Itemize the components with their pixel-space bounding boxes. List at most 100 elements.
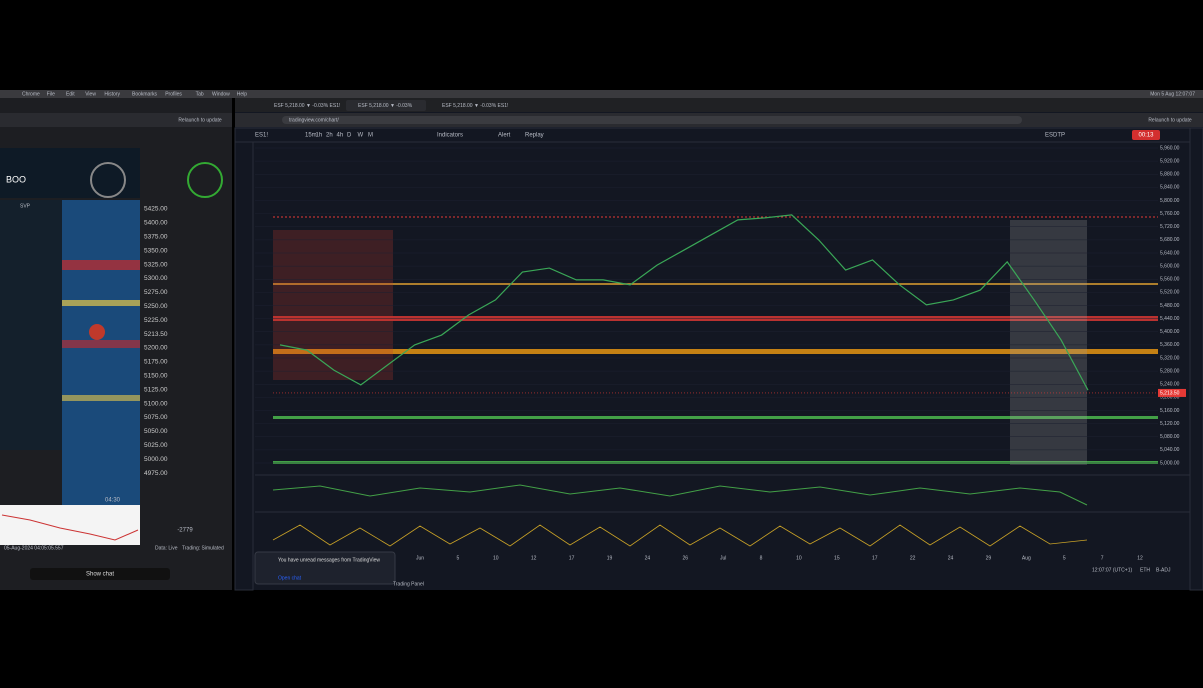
tab-title[interactable]: ESF 5,218.00 ▼ -0.03% ES1! xyxy=(442,103,508,109)
mini-chart-line xyxy=(1,514,139,541)
date-label: 29 xyxy=(986,555,992,561)
menu-item[interactable]: Bookmarks xyxy=(132,91,158,97)
relaunch[interactable]: Relaunch to update xyxy=(1148,117,1192,123)
open-chat[interactable]: Open chat xyxy=(278,575,302,581)
menu-item[interactable]: Tab xyxy=(196,91,204,97)
date-label: Jul xyxy=(720,555,726,561)
date-label: 12 xyxy=(531,555,537,561)
oscillator xyxy=(272,524,1088,547)
last-price-badge xyxy=(1158,388,1186,397)
chart-toolbar xyxy=(234,127,1203,143)
trade-bubble xyxy=(89,324,105,340)
interval[interactable]: W xyxy=(358,133,364,139)
menu-item[interactable]: Window xyxy=(212,91,230,97)
left-relaunch[interactable]: Relaunch to update xyxy=(178,117,222,123)
menu-item[interactable]: Chrome xyxy=(22,91,40,97)
volume-profile xyxy=(273,230,393,380)
tab[interactable] xyxy=(430,100,510,111)
ladder-price: 4975.00 xyxy=(144,470,168,477)
timer-badge[interactable] xyxy=(1132,130,1160,140)
gauge xyxy=(187,162,223,198)
price-axis-label: 5,560.00 xyxy=(1160,277,1180,283)
heatmap-band xyxy=(62,300,140,306)
ladder-price: 5375.00 xyxy=(144,234,168,241)
interval[interactable]: D xyxy=(347,133,352,139)
menu-item[interactable]: View xyxy=(85,91,96,97)
price-axis-label: 5,360.00 xyxy=(1160,342,1180,348)
date-label: 8 xyxy=(760,555,763,561)
menu-item[interactable]: Profiles xyxy=(165,91,182,97)
interval[interactable]: 2h xyxy=(326,133,333,139)
right-window xyxy=(235,98,1203,590)
price-axis-label: 5,040.00 xyxy=(1160,447,1180,453)
price-axis-label: 5,080.00 xyxy=(1160,434,1180,440)
menu-item[interactable]: History xyxy=(104,91,120,97)
alert[interactable]: Alert xyxy=(498,133,511,139)
replay[interactable]: Replay xyxy=(525,133,544,139)
drawing-toolbar xyxy=(234,141,254,591)
price-axis-label: 5,680.00 xyxy=(1160,237,1180,243)
left-time: 04:30 xyxy=(105,498,121,504)
price-axis-label: 5,160.00 xyxy=(1160,408,1180,414)
date-label: Aug xyxy=(1022,555,1031,561)
price-axis-label: 5,840.00 xyxy=(1160,185,1180,191)
show-chat[interactable]: Show chat xyxy=(86,572,114,578)
date-label: Jun xyxy=(416,555,424,561)
ladder-price: 5350.00 xyxy=(144,247,168,254)
price-axis-label: 5,480.00 xyxy=(1160,303,1180,309)
notification[interactable] xyxy=(254,551,396,585)
tab[interactable] xyxy=(262,100,342,111)
layout-name[interactable]: ESDTP xyxy=(1045,133,1065,139)
interval[interactable]: 1h xyxy=(316,133,323,139)
trading-status: Trading: Simulated xyxy=(182,545,224,551)
interval[interactable]: 15m xyxy=(305,133,317,139)
ladder-price: 5025.00 xyxy=(144,442,168,449)
date-label: 12 xyxy=(1137,555,1143,561)
timer[interactable]: 00:13 xyxy=(1138,133,1154,139)
trading-panel[interactable]: Trading Panel xyxy=(393,581,424,587)
tab-title[interactable]: ESF 5,218.00 ▼ -0.03% ES1! xyxy=(274,103,340,109)
left-address-bar xyxy=(0,113,232,127)
volume-profile xyxy=(1010,220,1087,465)
ladder-price: 5050.00 xyxy=(144,428,168,435)
svp-label: SVP xyxy=(20,203,31,209)
svp-column xyxy=(0,200,62,450)
date-label: 7 xyxy=(1101,555,1104,561)
session[interactable]: ETH xyxy=(1140,567,1150,573)
price-line xyxy=(279,214,1089,391)
menu-item[interactable]: File xyxy=(47,91,55,97)
tab[interactable] xyxy=(346,100,426,111)
menu-bar xyxy=(0,90,1203,98)
menu-item[interactable]: Edit xyxy=(66,91,75,97)
interval[interactable]: M xyxy=(368,133,373,139)
interval[interactable]: 4h xyxy=(337,133,344,139)
ladder-price: 5175.00 xyxy=(144,359,168,366)
level-band xyxy=(273,416,1158,419)
left-date: 05-Aug-2024 04:05:05.557 xyxy=(4,545,64,551)
indicators[interactable]: Indicators xyxy=(437,133,463,139)
price-axis-label: 5,880.00 xyxy=(1160,172,1180,178)
price-axis-label: 5,960.00 xyxy=(1160,145,1180,151)
url[interactable]: tradingview.com/chart/ xyxy=(289,117,339,123)
date-label: 10 xyxy=(796,555,802,561)
price-axis-label: 5,520.00 xyxy=(1160,290,1180,296)
show-chat-button[interactable] xyxy=(30,568,170,580)
bookmap-header xyxy=(0,148,140,198)
url-field[interactable] xyxy=(282,116,1022,124)
bookmap-brand: BOO xyxy=(6,174,26,184)
symbol[interactable]: ES1! xyxy=(255,133,268,139)
mini-chart xyxy=(0,505,140,545)
ladder-price: 5275.00 xyxy=(144,289,168,296)
menu-item[interactable]: Help xyxy=(237,91,248,97)
last-price-label: 5,213.50 xyxy=(1160,390,1180,396)
ladder-price: 5225.00 xyxy=(144,317,168,324)
ladder-price: 5425.00 xyxy=(144,206,168,213)
adjust[interactable]: B-ADJ xyxy=(1156,567,1171,573)
date-label: 17 xyxy=(872,555,878,561)
date-label: 15 xyxy=(834,555,840,561)
price-axis-label: 5,240.00 xyxy=(1160,382,1180,388)
tab-title[interactable]: ESF 5,218.00 ▼ -0.03% xyxy=(358,103,413,109)
date-label: 26 xyxy=(682,555,688,561)
ladder-price: 5150.00 xyxy=(144,373,168,380)
delta: -2779 xyxy=(177,528,193,534)
